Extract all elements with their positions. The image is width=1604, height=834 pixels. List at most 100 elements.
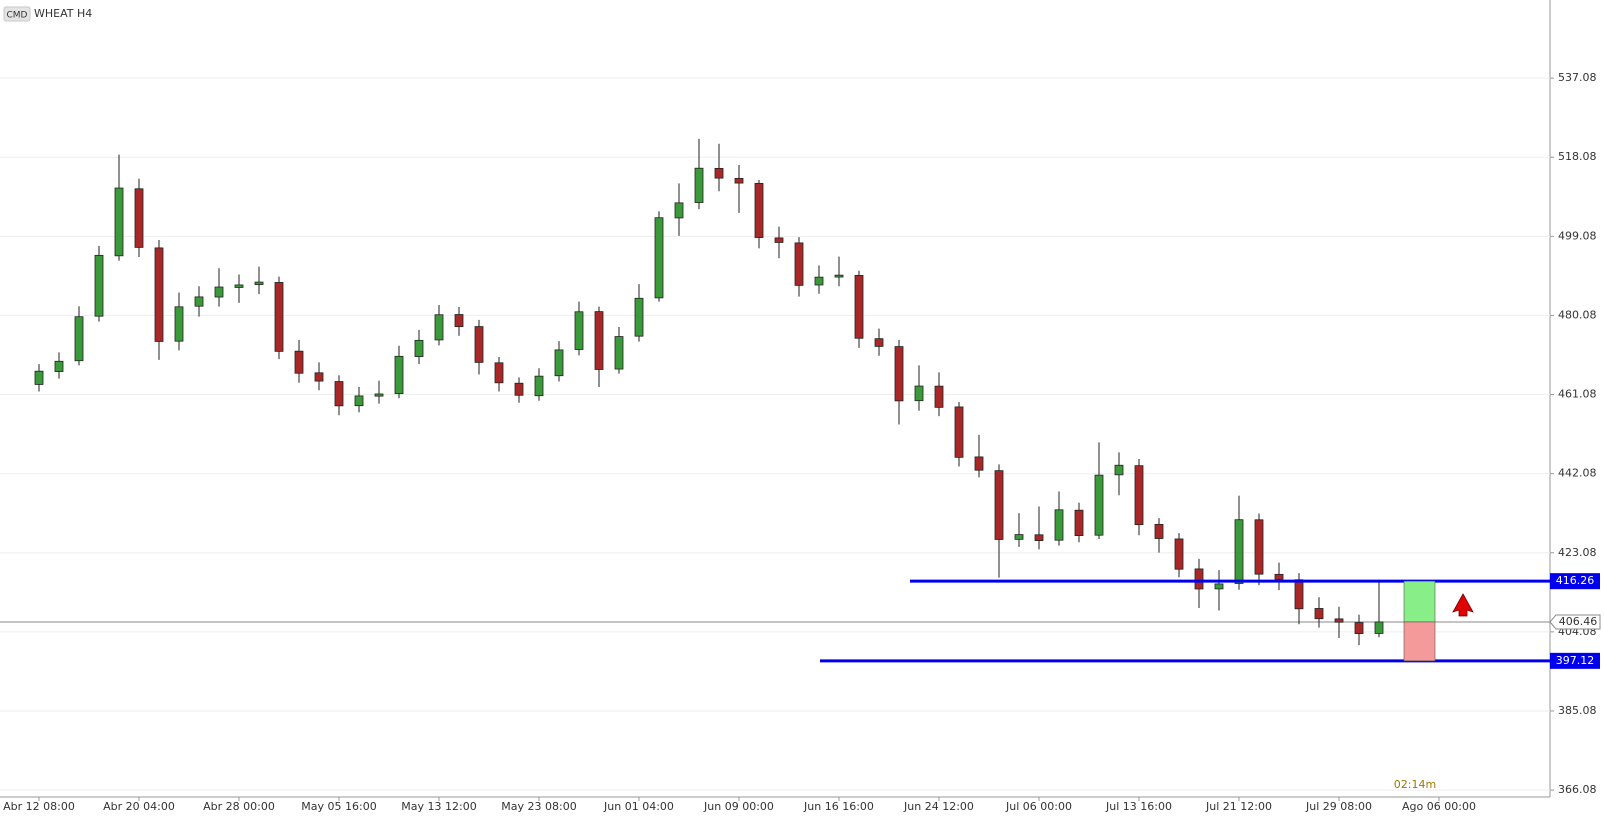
up-arrow [1452,593,1474,617]
candle-body [414,339,424,357]
candle-body [234,284,244,288]
candle-body [194,296,204,307]
candle-body [1254,519,1264,575]
candle-body [294,350,304,374]
y-tick-label: 385.08 [1558,704,1597,717]
candle-body [274,282,284,352]
chart-title: WHEAT H4 [34,7,92,20]
candle-body [1234,519,1244,584]
candle-body [574,311,584,350]
candle-body [1154,523,1164,539]
candle-body [154,247,164,342]
candle-body [894,346,904,402]
badge-box [3,6,31,22]
candle-body [254,281,264,285]
candle-body [1294,579,1304,610]
candle-body [874,338,884,347]
position-stop [1403,621,1436,662]
candle-body [674,202,684,219]
candle-body [1354,622,1364,634]
candle-body [754,182,764,238]
candle-body [1074,509,1084,537]
candle-body [1094,474,1104,536]
x-tick-label: Jun 16 16:00 [803,800,874,813]
candle-body [434,314,444,341]
candle-body [594,311,604,370]
candle-body [134,188,144,248]
level-label-box [1550,652,1600,669]
timer: 02:14m [1394,778,1436,791]
x-tick-label: Jun 24 12:00 [903,800,974,813]
candle-body [654,217,664,299]
candle-body [914,385,924,402]
x-tick-label: Jul 29 08:00 [1305,800,1372,813]
candle-body [1214,583,1224,590]
x-tick-label: Ago 06 00:00 [1402,800,1476,813]
candle-body [34,370,44,385]
badge: CMD [7,11,28,21]
candle-body [334,381,344,407]
candle-body [1174,538,1184,570]
candle-body [354,395,364,407]
x-tick-label: Abr 12 08:00 [3,800,75,813]
last-price-box [1549,614,1601,630]
last-price-label: 406.46 [1559,615,1598,628]
x-tick-label: Jul 06 00:00 [1005,800,1072,813]
y-tick-label: 537.08 [1558,71,1597,84]
y-tick-label: 366.08 [1558,783,1597,796]
candle-body [114,187,124,257]
candle-body [734,177,744,184]
candle-body [974,456,984,471]
x-tick-label: Jun 01 04:00 [603,800,674,813]
candle-body [794,242,804,286]
candle-body [514,382,524,396]
candle-body [834,274,844,278]
candle-body [774,237,784,243]
candle-body [1374,621,1384,634]
candle-body [934,385,944,408]
candle-body [854,274,864,339]
candle-body [1334,618,1344,623]
candle-body [494,362,504,384]
level-label-box [1550,573,1600,590]
candle-body [994,470,1004,540]
x-tick-label: Jul 13 16:00 [1105,800,1172,813]
candle-body [954,406,964,458]
candle-body [614,336,624,370]
x-tick-label: Abr 28 00:00 [203,800,275,813]
candle-body [1054,509,1064,541]
candle-body [1314,608,1324,620]
x-tick-label: Jun 09 00:00 [703,800,774,813]
candle-body [474,326,484,363]
candle-body [314,372,324,382]
level-label: 397.12 [1556,654,1595,667]
y-tick-label: 518.08 [1558,150,1597,163]
candle-body [554,349,564,377]
x-tick-label: May 13 12:00 [401,800,476,813]
candle-body [214,286,224,298]
candle-body [174,306,184,342]
x-tick-label: Jul 21 12:00 [1205,800,1272,813]
x-tick-label: Abr 20 04:00 [103,800,175,813]
y-tick-label: 461.08 [1558,388,1597,401]
candle-body [1274,573,1284,580]
x-tick-label: May 05 16:00 [301,800,376,813]
candle-body [534,375,544,397]
candle-body [1134,465,1144,526]
y-tick-label: 442.08 [1558,467,1597,480]
candle-body [1034,534,1044,542]
candle-body [374,393,384,397]
candle-body [694,167,704,203]
candle-body [94,254,104,317]
candle-body [394,355,404,395]
candle-body [634,297,644,337]
candle-body [814,276,824,286]
candle-body [1014,534,1024,540]
candle-body [54,360,64,372]
position-target [1403,580,1436,623]
candle-body [454,314,464,328]
candle-body [1194,568,1204,590]
y-tick-label: 423.08 [1558,546,1597,559]
